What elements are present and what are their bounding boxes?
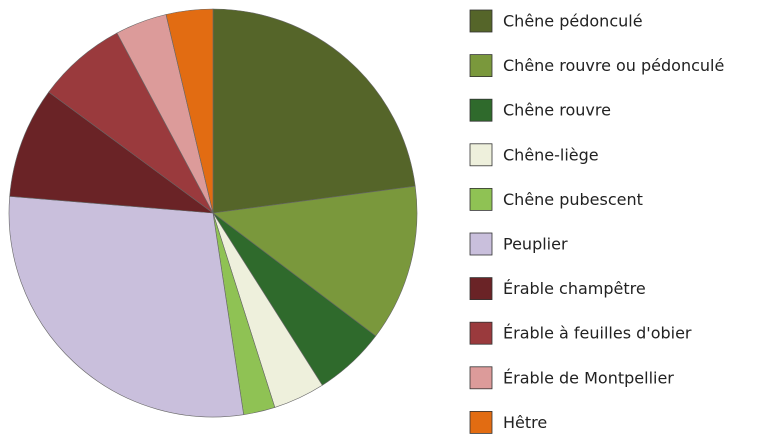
legend-swatch — [469, 98, 493, 122]
legend-label: Érable de Montpellier — [503, 368, 674, 387]
legend-swatch — [469, 366, 493, 390]
legend-swatch — [469, 143, 493, 167]
legend-swatch — [469, 54, 493, 77]
legend-label: Hêtre — [503, 413, 547, 432]
legend-swatch — [469, 187, 493, 211]
legend-label: Érable à feuilles d'obier — [503, 324, 692, 343]
legend-label: Chêne-liège — [503, 145, 599, 164]
pie-slice — [8, 196, 244, 418]
legend-swatch — [469, 410, 493, 434]
legend-swatch — [469, 9, 493, 33]
legend-swatch — [469, 277, 493, 301]
legend-label: Chêne pédonculé — [503, 12, 643, 31]
legend-swatch — [469, 232, 493, 256]
legend-label: Chêne rouvre ou pédonculé — [503, 56, 724, 75]
pie-slice — [9, 91, 215, 214]
legend-swatch — [469, 321, 493, 345]
legend-label: Peuplier — [503, 235, 568, 254]
legend-label: Chêne rouvre — [503, 101, 611, 120]
legend-label: Érable champêtre — [503, 279, 646, 298]
pie-slice — [212, 8, 416, 214]
pie-slice — [212, 185, 418, 337]
legend-label: Chêne pubescent — [503, 190, 643, 209]
pie-slice — [165, 8, 214, 214]
